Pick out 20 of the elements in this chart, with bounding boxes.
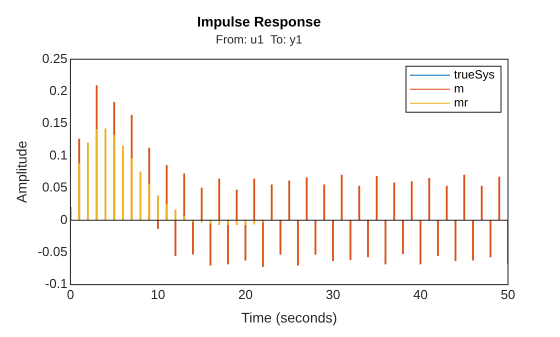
y-tick-label: -0.1 [45, 276, 68, 292]
y-axis-title: Amplitude [13, 140, 30, 204]
x-tick-label: 40 [413, 286, 428, 302]
x-tick-label: 50 [500, 286, 516, 302]
legend-label: m [454, 82, 464, 96]
x-tick-label: 20 [238, 286, 253, 302]
chart-title: Impulse Response [197, 13, 322, 30]
x-tick-label: 30 [326, 286, 340, 302]
chart-subtitle: From: u1 To: y1 [216, 32, 303, 46]
x-tick-label: 10 [150, 286, 166, 302]
y-tick-label: 0.25 [42, 50, 68, 66]
y-tick-label: 0.2 [49, 82, 68, 98]
legend-label: trueSys [454, 68, 495, 82]
y-tick-label: 0.1 [49, 147, 68, 162]
y-tick-label: 0 [60, 212, 68, 227]
y-tick-label: -0.05 [38, 244, 68, 259]
legend-label: mr [454, 96, 468, 110]
x-axis-title: Time (seconds) [241, 309, 338, 326]
y-tick-label: 0.15 [42, 115, 68, 130]
y-tick-label: 0.05 [42, 180, 68, 195]
